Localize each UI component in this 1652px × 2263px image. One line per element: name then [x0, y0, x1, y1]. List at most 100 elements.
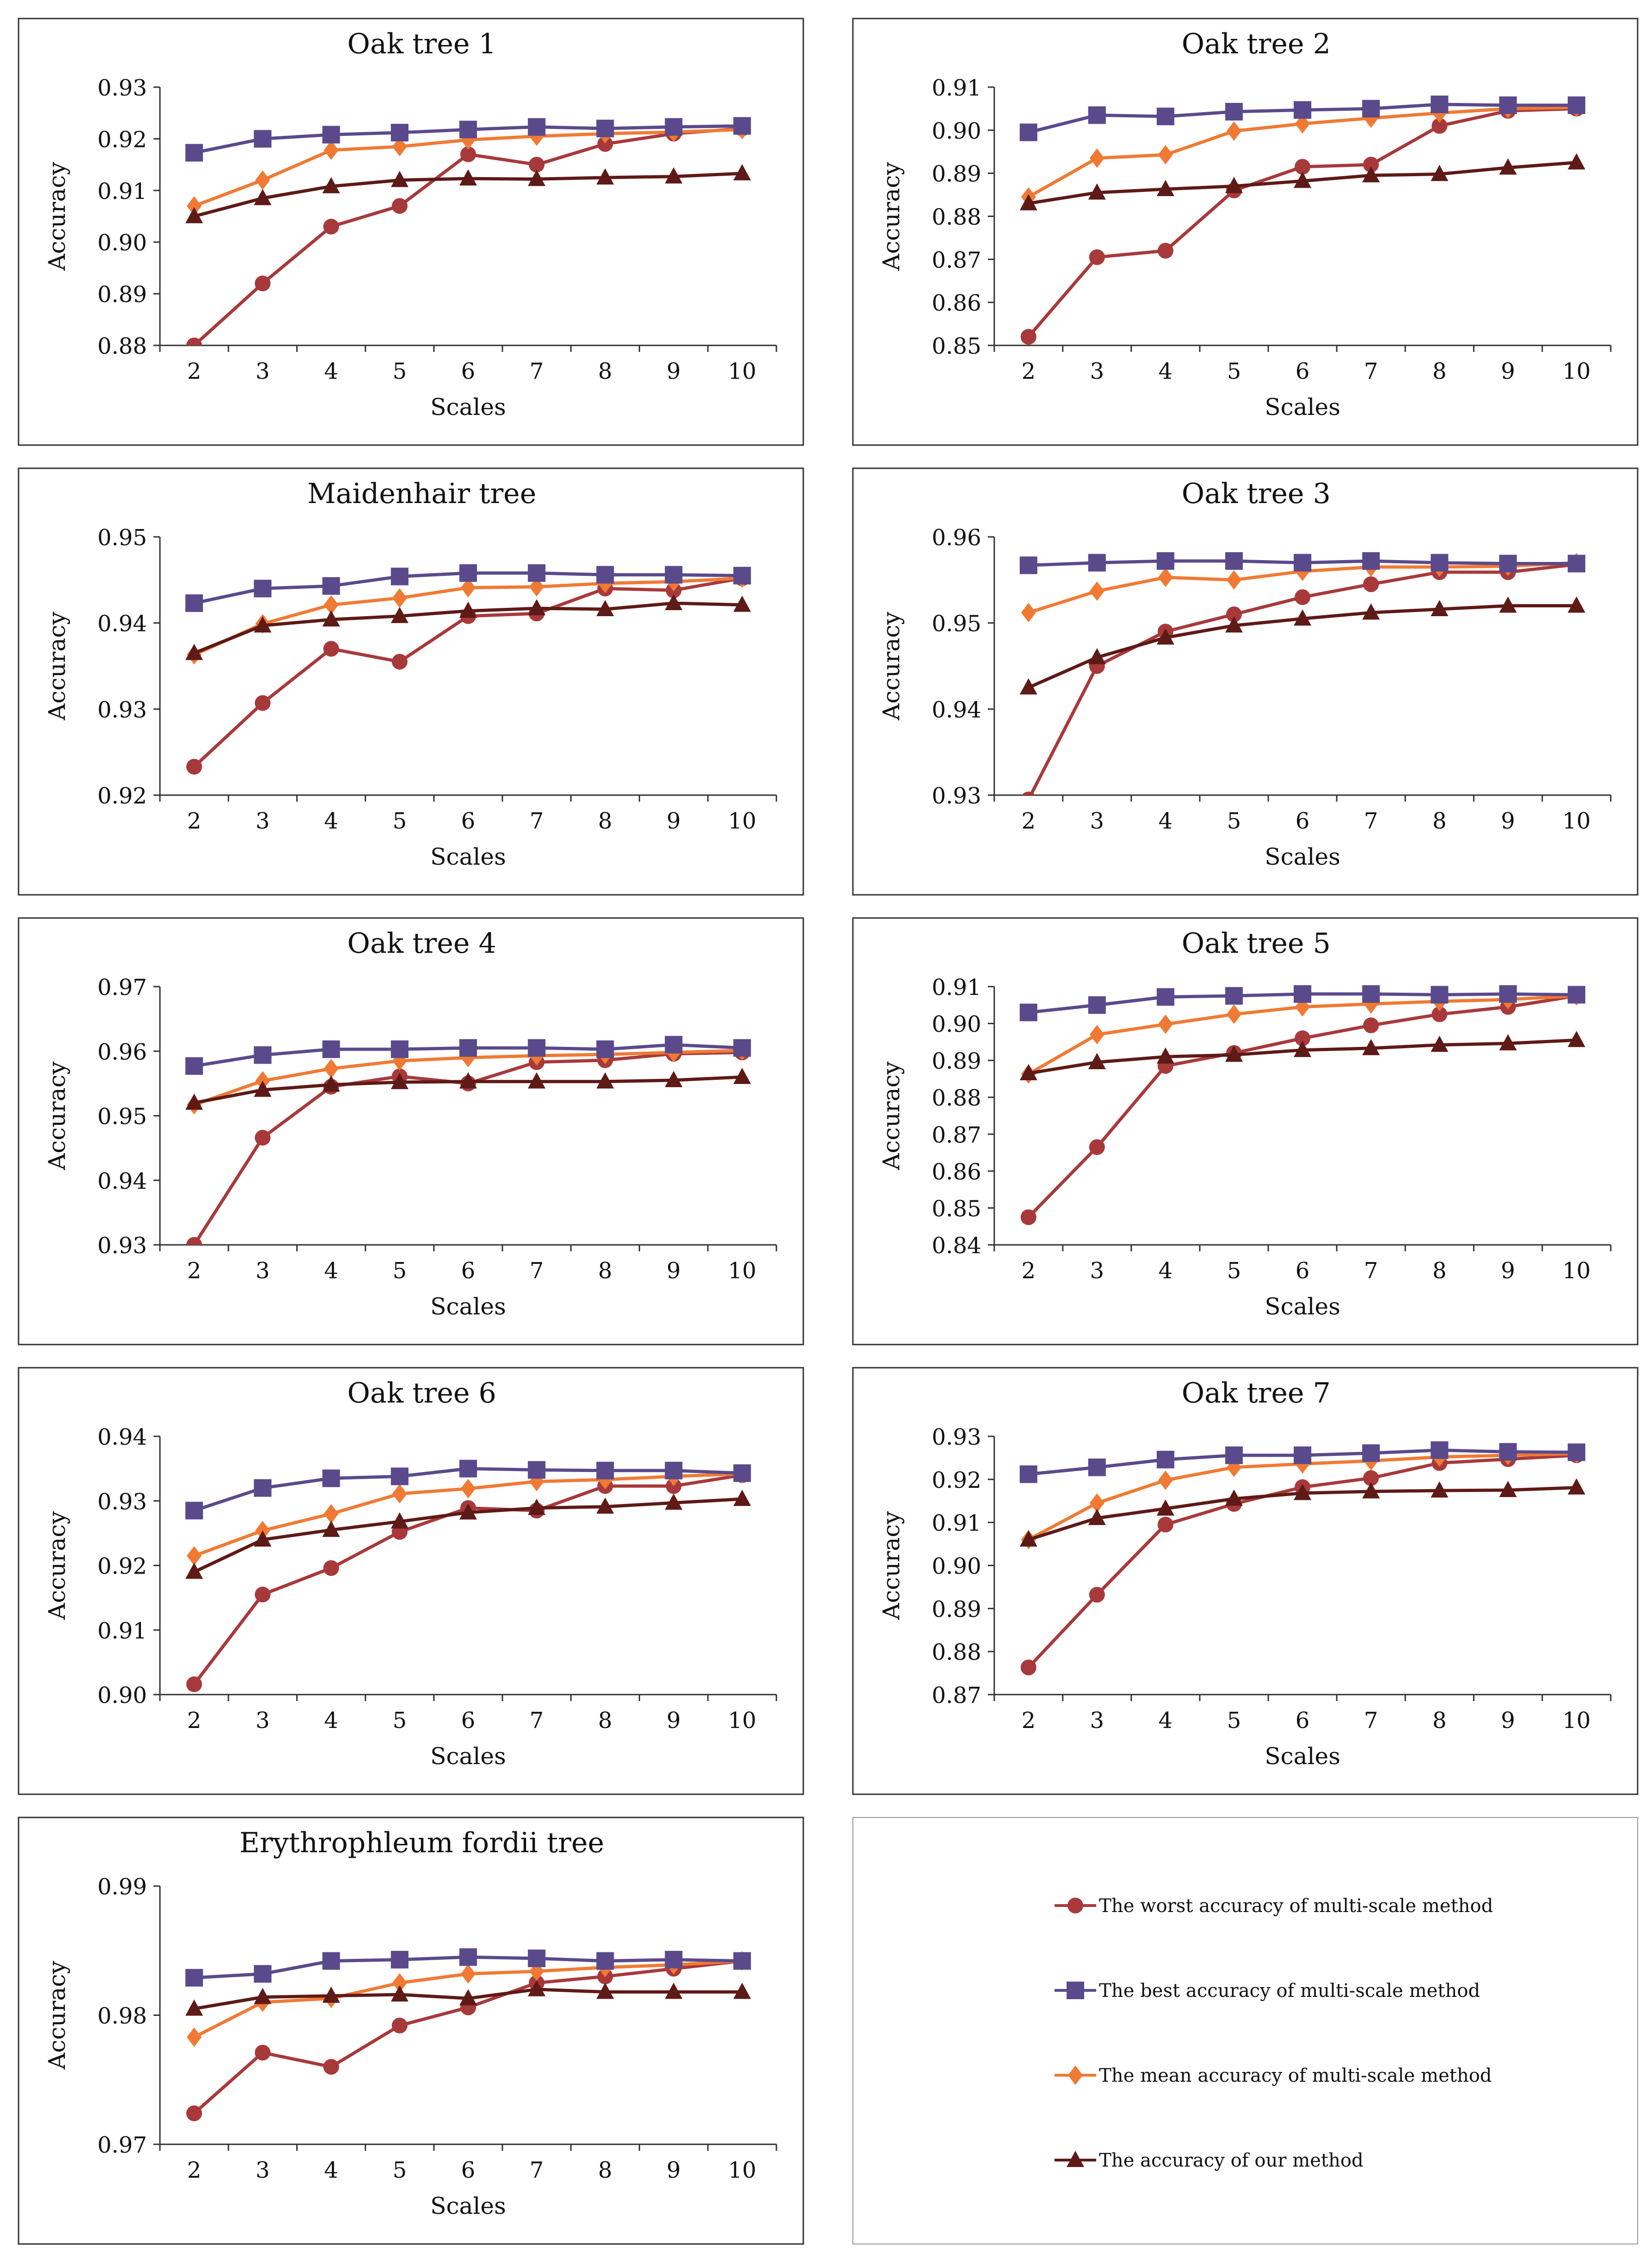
data-point-ours [322, 177, 340, 193]
data-point-ours [1088, 1509, 1106, 1525]
x-tick-label: 9 [1501, 1258, 1515, 1284]
data-point-mean [1158, 1470, 1173, 1490]
x-axis-label: Scales [430, 394, 506, 421]
data-point-best [254, 1965, 272, 1983]
x-tick-label: 9 [667, 1708, 681, 1734]
data-point-best [459, 1948, 477, 1966]
data-point-ours [1225, 1045, 1243, 1062]
plot-area [185, 1036, 751, 1245]
data-point-best [1088, 1458, 1106, 1476]
data-point-worst [1363, 1470, 1379, 1486]
panel-border [18, 917, 804, 1345]
y-axis-label: Accuracy [878, 1061, 905, 1171]
data-point-ours [1499, 596, 1517, 613]
data-point-worst [392, 198, 408, 214]
x-tick-label: 10 [728, 2157, 756, 2183]
data-point-ours [185, 1093, 203, 1110]
data-point-mean [324, 1058, 339, 1078]
plot-area [1019, 96, 1586, 345]
data-point-ours [185, 1999, 203, 2016]
y-tick-label: 0.93 [97, 1489, 147, 1515]
x-tick-label: 9 [1501, 1708, 1515, 1734]
data-point-ours [1362, 603, 1380, 620]
data-point-ours [1499, 158, 1517, 175]
data-point-ours [596, 1497, 614, 1514]
data-point-best [459, 564, 477, 582]
x-tick-label: 10 [1563, 808, 1591, 834]
data-point-ours [459, 1072, 477, 1089]
data-point-worst [1226, 606, 1242, 623]
y-axis-label: Accuracy [878, 1511, 905, 1620]
x-tick-label: 8 [1432, 358, 1447, 384]
y-tick-label: 0.89 [97, 282, 147, 308]
x-tick-label: 8 [598, 1708, 612, 1734]
x-tick-label: 5 [393, 1258, 407, 1284]
y-tick-label: 0.98 [97, 2003, 147, 2029]
x-tick-label: 9 [667, 808, 681, 834]
y-axis-label: Accuracy [44, 162, 70, 271]
data-point-mean [461, 1964, 476, 1984]
x-tick-label: 3 [1090, 358, 1104, 384]
data-point-ours [1294, 1484, 1311, 1500]
data-point-best [1430, 554, 1449, 572]
x-tick-label: 5 [393, 358, 407, 384]
x-tick-label: 2 [1022, 1258, 1036, 1284]
y-tick-label: 0.93 [97, 75, 147, 101]
data-point-mean [392, 1484, 407, 1504]
y-axis-label: Accuracy [44, 1511, 70, 1620]
x-tick-label: 5 [1227, 358, 1241, 384]
data-point-worst [1295, 159, 1310, 175]
x-tick-label: 3 [1090, 1258, 1104, 1284]
data-point-best [1294, 101, 1311, 119]
x-tick-label: 7 [530, 808, 544, 834]
y-tick-label: 0.86 [932, 290, 981, 316]
data-point-best [391, 1951, 409, 1969]
y-tick-label: 0.91 [932, 975, 981, 1001]
data-point-ours [254, 1530, 272, 1547]
chart-panel: Oak tree 1 0.88 0.89 0.90 0.91 0.92 0.93 2 3 4 5 6 7… [18, 18, 804, 446]
data-point-ours [254, 616, 272, 633]
x-tick-label: 4 [324, 2157, 338, 2183]
y-tick-label: 0.95 [97, 1104, 147, 1130]
x-tick-label: 4 [1158, 808, 1173, 834]
data-point-best [1019, 1465, 1037, 1483]
x-tick-label: 8 [1432, 1258, 1447, 1284]
data-point-best [1568, 986, 1586, 1004]
panel-border [18, 1367, 804, 1795]
y-tick-label: 0.89 [932, 1048, 981, 1074]
y-axis-label: Accuracy [44, 612, 70, 721]
data-point-ours [1294, 1040, 1311, 1057]
legend-marker-worst [1067, 1898, 1083, 1913]
data-point-best [254, 1479, 272, 1497]
data-point-ours [1156, 628, 1175, 645]
data-point-worst [186, 1676, 202, 1692]
data-point-worst [528, 157, 545, 173]
panel-border [18, 18, 804, 446]
x-tick-label: 9 [1501, 358, 1515, 384]
data-point-best [1088, 996, 1106, 1014]
data-point-ours [527, 1072, 546, 1089]
x-axis-label: Scales [430, 1293, 506, 1320]
y-tick-label: 0.91 [97, 178, 147, 204]
x-tick-label: 2 [1022, 1708, 1036, 1734]
y-tick-label: 0.89 [932, 161, 981, 187]
data-point-mean [1295, 114, 1310, 134]
data-point-best [185, 1969, 203, 1987]
data-point-best [665, 1036, 683, 1054]
panel-border [18, 467, 804, 896]
x-tick-label: 10 [728, 1708, 756, 1734]
data-point-mean [255, 170, 270, 190]
x-tick-label: 5 [393, 1708, 407, 1734]
data-point-mean [324, 1504, 339, 1524]
x-tick-label: 8 [598, 358, 612, 384]
legend-marker-mean [1068, 2065, 1083, 2085]
x-tick-label: 6 [461, 1258, 476, 1284]
y-axis-label: Accuracy [878, 612, 905, 721]
x-tick-label: 6 [461, 1708, 476, 1734]
data-point-mean [1089, 148, 1105, 168]
data-point-mean [1021, 603, 1036, 623]
data-point-best [254, 130, 272, 148]
data-point-best [254, 580, 272, 598]
legend-marker-best [1067, 1982, 1084, 1999]
data-point-ours [1156, 1047, 1175, 1064]
